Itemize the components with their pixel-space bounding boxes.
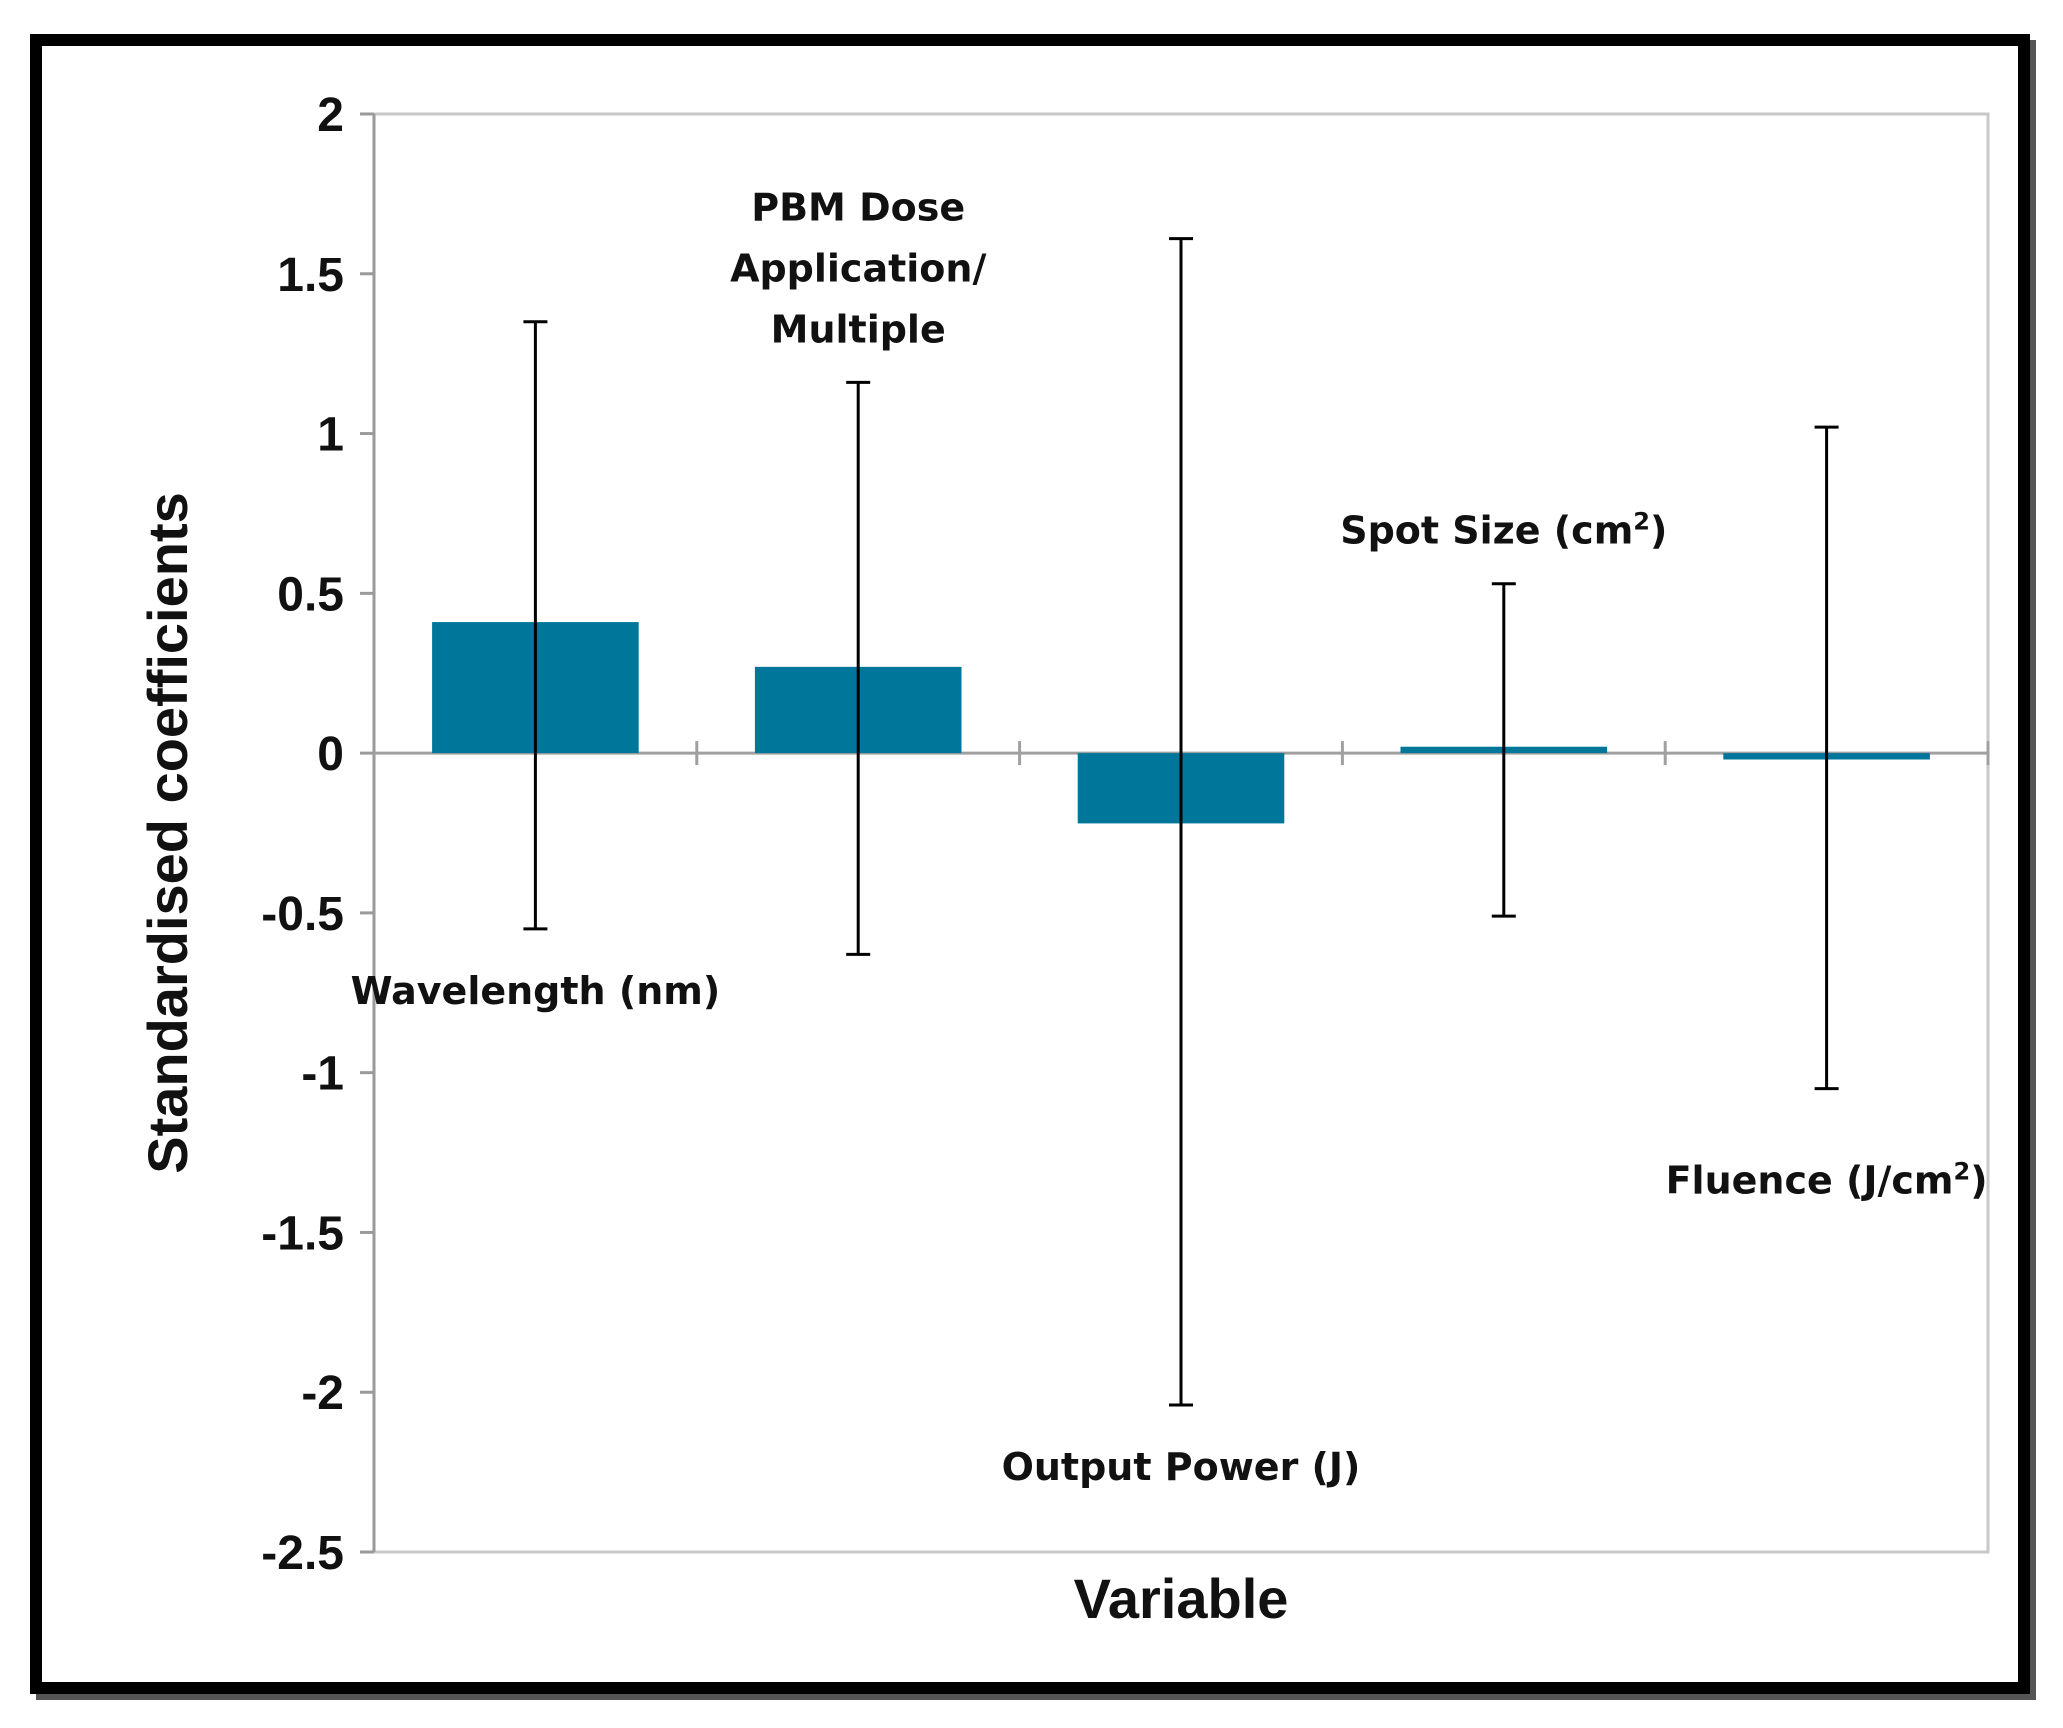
category-label-part: 2 xyxy=(1633,508,1650,536)
y-tick-label: 1 xyxy=(317,409,344,462)
y-axis-title: Standardised coefficients xyxy=(136,492,199,1174)
y-tick-label: -1.5 xyxy=(261,1207,344,1260)
category-label: Fluence (J/cm2) xyxy=(1666,1158,1988,1203)
category-label: PBM Dose xyxy=(751,185,965,229)
chart-frame: 2 1.5 1 0.5 0 -0.5 -1 -1.5 -2 -2.5 Wavelength (nm)… xyxy=(30,34,2030,1694)
category-label-part: Spot Size (cm xyxy=(1340,509,1633,553)
y-tick-label: 0 xyxy=(317,728,344,781)
y-tick-label: -2.5 xyxy=(261,1527,344,1580)
bar-chart: 2 1.5 1 0.5 0 -0.5 -1 -1.5 -2 -2.5 Wavelength (nm)… xyxy=(136,89,1990,1630)
y-tick-label: -1 xyxy=(301,1048,344,1101)
category-label-part: ) xyxy=(1650,509,1667,553)
y-tick-label: -2 xyxy=(301,1367,344,1420)
y-tick-label: 2 xyxy=(317,89,344,142)
category-label: Multiple xyxy=(771,307,946,351)
category-label: Output Power (J) xyxy=(1002,1445,1361,1489)
category-label-part: Fluence (J/cm xyxy=(1666,1159,1954,1203)
category-label: Spot Size (cm2) xyxy=(1340,508,1667,553)
y-tick-label: -0.5 xyxy=(261,888,344,941)
category-label: Application/ xyxy=(730,246,986,290)
x-axis-title: Variable xyxy=(1074,1567,1289,1630)
category-label-part: ) xyxy=(1970,1159,1987,1203)
category-label: Wavelength (nm) xyxy=(351,969,721,1013)
category-label-part: 2 xyxy=(1954,1158,1971,1186)
y-tick-label: 0.5 xyxy=(277,568,344,621)
y-tick-label: 1.5 xyxy=(277,249,344,302)
